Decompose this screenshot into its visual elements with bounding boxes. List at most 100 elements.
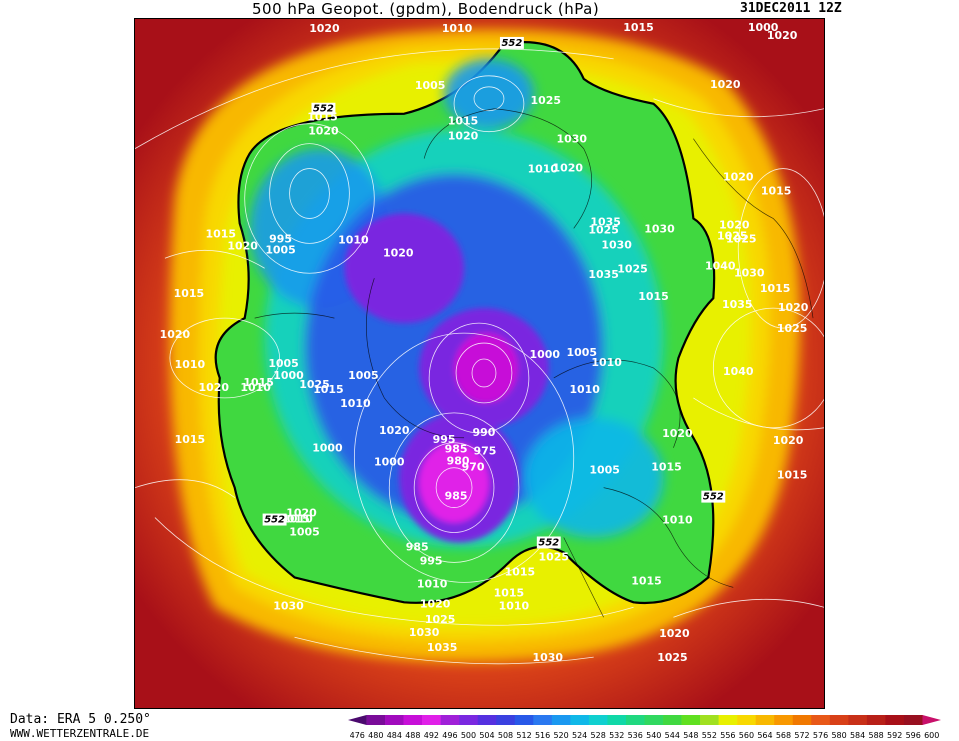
isobar-label: 1020 <box>420 597 451 610</box>
legend-swatch <box>570 715 590 725</box>
data-source: Data: ERA 5 0.250° <box>10 712 151 727</box>
isobar-label: 1015 <box>174 287 205 300</box>
isobar-label: 1010 <box>282 513 313 526</box>
isobar-label: 1015 <box>638 290 669 303</box>
isobar-label: 1015 <box>761 184 792 197</box>
legend-swatch <box>848 715 868 725</box>
legend-swatch <box>588 715 608 725</box>
isobar-label: 1020 <box>286 507 317 520</box>
legend-swatch <box>607 715 627 725</box>
legend-value-label: 524 <box>572 731 587 740</box>
legend-swatch <box>811 715 831 725</box>
contour-552-label: 552 <box>703 492 724 503</box>
isobar-label: 1015 <box>505 565 536 578</box>
cyan-area-se <box>523 417 664 538</box>
magenta-core-south <box>419 442 489 523</box>
legend-value-label: 528 <box>591 731 606 740</box>
isobar-label: 1000 <box>530 348 561 361</box>
isobar-label: 1040 <box>723 365 754 378</box>
isobar-label: 1035 <box>722 298 753 311</box>
isobar-label: 1035 <box>588 268 619 281</box>
legend-swatch <box>477 715 497 725</box>
isobar-label: 1020 <box>448 130 479 143</box>
isobar-label: 1005 <box>348 369 379 382</box>
isobar-label: 1015 <box>760 282 791 295</box>
legend-value-label: 556 <box>720 731 735 740</box>
isobar-label: 1020 <box>659 627 690 640</box>
isobar-label: 1010 <box>338 233 369 246</box>
isobar-label: 1010 <box>442 22 473 35</box>
isobar-labels: 1020 1010 1015 1000100510151020102510301020… <box>160 21 809 664</box>
isobar-label: 1025 <box>425 613 456 626</box>
legend-value-label: 484 <box>387 731 402 740</box>
chart-title: 500 hPa Geopot. (gpdm), Bodendruck (hPa) <box>252 0 600 18</box>
isobar-label: 1020 <box>383 246 414 259</box>
legend-value-label: 508 <box>498 731 513 740</box>
isobar-label: 1015 <box>175 433 206 446</box>
isobar-label: 1005 <box>566 346 597 359</box>
legend-swatch <box>625 715 645 725</box>
isobar-label: 980 <box>447 455 470 468</box>
isobar-label: 1020 <box>662 427 693 440</box>
contour-552-label: 552 <box>501 38 522 49</box>
isobar-label: 1020 <box>379 424 410 437</box>
coastlines <box>254 108 814 618</box>
isobar-label: 1035 <box>427 641 458 654</box>
isobar-label: 1000 <box>273 369 304 382</box>
isobar-label: 1000 <box>748 21 779 34</box>
legend-value-label: 560 <box>739 731 754 740</box>
legend-swatch <box>700 715 719 725</box>
isobar-label: 985 <box>445 443 468 456</box>
isobar-label: 1020 <box>710 78 741 91</box>
legend-value-label: 516 <box>535 731 550 740</box>
contour-label-box <box>701 490 726 503</box>
isobar-label: 1020 <box>719 218 750 231</box>
geopotential-map: 1020 1010 1015 1000100510151020102510301020… <box>134 18 825 709</box>
isobar-label: 1010 <box>569 383 600 396</box>
legend-swatch <box>866 715 886 725</box>
legend-swatch <box>885 715 905 725</box>
legend-swatch <box>774 715 794 725</box>
contour-label-box <box>311 102 336 115</box>
legend-value-label: 580 <box>831 731 846 740</box>
isobar-label: 1025 <box>539 550 570 563</box>
isobar-label: 1015 <box>631 574 662 587</box>
contour-label-box <box>536 536 561 549</box>
legend-value-label: 492 <box>424 731 439 740</box>
isobar-label: 1025 <box>777 322 808 335</box>
legend-swatch <box>403 715 423 725</box>
isobar-label: 1015 <box>777 469 808 482</box>
legend-swatch <box>755 715 775 725</box>
legend-value-label: 504 <box>479 731 494 740</box>
isobar-label: 995 <box>269 232 292 245</box>
legend-swatch <box>422 715 441 725</box>
legend-value-label: 536 <box>628 731 643 740</box>
legend-value-label: 568 <box>776 731 791 740</box>
legend-value-label: 496 <box>442 731 457 740</box>
isobar-label: 1015 <box>313 383 344 396</box>
isobar-label: 1030 <box>273 599 304 612</box>
isobar-label: 1025 <box>717 229 748 242</box>
legend-value-label: 512 <box>516 731 531 740</box>
legend-swatch <box>551 715 571 725</box>
legend-value-label: 564 <box>757 731 772 740</box>
isobar-label: 1025 <box>299 378 330 391</box>
isobar-label: 1030 <box>533 651 564 664</box>
color-legend: 476 480 484 488 492 496 500 504 508 512 516 520 524 5… <box>348 715 941 740</box>
isobar-label: 1005 <box>589 464 620 477</box>
legend-value-label: 540 <box>646 731 661 740</box>
isobar-label: 1025 <box>588 223 619 236</box>
isobar-label: 985 <box>445 490 468 503</box>
purple-vortex-north <box>344 213 465 324</box>
contour-label-box <box>499 36 524 49</box>
isobar-label: 1010 <box>417 577 448 590</box>
isobar-label: 1020 <box>778 301 809 314</box>
legend-swatch <box>737 715 756 725</box>
legend-swatch <box>681 715 701 725</box>
legend-value-label: 572 <box>794 731 809 740</box>
isobar-label: 1010 <box>240 381 271 394</box>
legend-swatch <box>903 715 923 725</box>
legend-swatch <box>792 715 812 725</box>
legend-value-label: 476 <box>350 731 365 740</box>
isobar-label: 1005 <box>268 357 299 370</box>
